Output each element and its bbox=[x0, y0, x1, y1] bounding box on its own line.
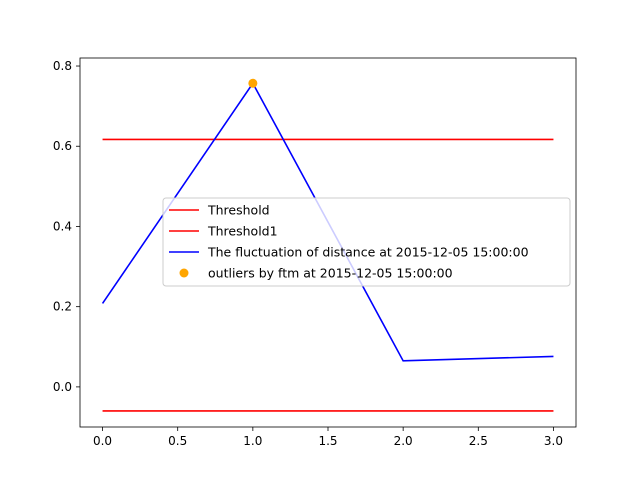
legend-box bbox=[162, 197, 571, 287]
x-tick-label: 2.5 bbox=[469, 434, 488, 448]
x-tick-label: 0.0 bbox=[93, 434, 112, 448]
x-axis: 0.0 0.5 1.0 1.5 2.0 2.5 3.0 bbox=[93, 427, 563, 448]
y-tick-label: 0.6 bbox=[53, 139, 72, 153]
x-tick-label: 1.0 bbox=[243, 434, 262, 448]
legend: Threshold Threshold1 The fluctuation of di… bbox=[162, 197, 571, 287]
legend-label: Threshold bbox=[207, 203, 270, 218]
x-tick-label: 3.0 bbox=[544, 434, 563, 448]
y-tick-label: 0.4 bbox=[53, 219, 72, 233]
outlier-point bbox=[248, 78, 258, 88]
legend-label: The fluctuation of distance at 2015-12-0… bbox=[207, 245, 529, 260]
legend-label: Threshold1 bbox=[207, 224, 278, 239]
x-tick-label: 1.5 bbox=[318, 434, 337, 448]
y-tick-label: 0.0 bbox=[53, 380, 72, 394]
legend-label: outliers by ftm at 2015-12-05 15:00:00 bbox=[208, 266, 453, 281]
y-tick-label: 0.2 bbox=[53, 300, 72, 314]
y-axis: 0.0 0.2 0.4 0.6 0.8 bbox=[53, 59, 80, 394]
x-tick-label: 0.5 bbox=[168, 434, 187, 448]
x-tick-label: 2.0 bbox=[394, 434, 413, 448]
y-tick-label: 0.8 bbox=[53, 59, 72, 73]
legend-marker-swatch bbox=[179, 268, 189, 278]
